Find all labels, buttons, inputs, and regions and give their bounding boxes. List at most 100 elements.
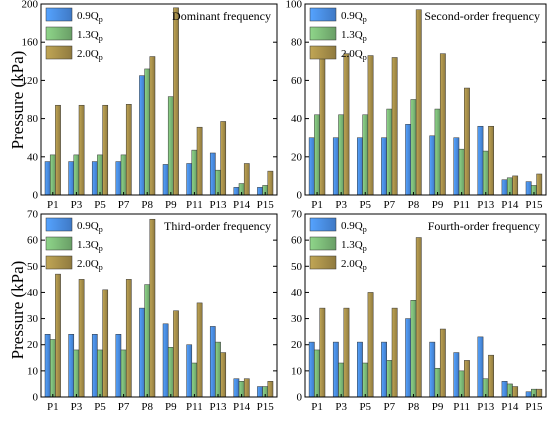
x-tick-label: P15 [525, 199, 543, 211]
legend-label: 0.9Qp [77, 10, 103, 24]
y-tick-label: 30 [27, 313, 39, 325]
x-tick-label: P14 [501, 199, 519, 211]
bar-p7-series-2 [386, 108, 393, 196]
x-tick-label: P3 [335, 401, 347, 413]
x-tick-label: P3 [71, 401, 83, 413]
bar-p13-series-3 [488, 354, 494, 398]
bar-p13-series-3 [220, 121, 227, 196]
legend-subscript: p [363, 263, 367, 272]
bar-p7-series-3 [391, 57, 398, 196]
y-tick-label: 100 [286, 0, 303, 11]
panel-1: 0 40 80 120 160 200 P1 P3 P5 P7 P8 P9 P11 P13 P14 P15 Do… [22, 0, 278, 211]
legend-label: 1.3Qp [341, 29, 367, 43]
bar-p11-series-3 [196, 126, 203, 196]
bar-p8-series-3 [415, 237, 422, 398]
bar-p8-series-2 [144, 284, 151, 398]
bar-p9-series-1 [429, 135, 436, 196]
legend-label: 1.3Qp [77, 29, 103, 43]
x-tick-label: P15 [257, 401, 275, 413]
bar-p15-series-1 [525, 181, 532, 196]
bar-p13-series-2 [215, 169, 221, 196]
bar-p14-series-1 [233, 378, 240, 398]
y-tick-label: 20 [291, 339, 303, 351]
x-tick-label: P11 [453, 199, 470, 211]
legend: 0.9Qp 1.3Qp 2.0Qp [309, 7, 367, 62]
panel-3: 0 10 20 30 40 50 60 70 P1 P3 P5 P7 P8 P9 P11 P13 P14 P15 T… [27, 209, 278, 413]
y-tick-label: 80 [291, 37, 303, 49]
bar-p3-series-2 [338, 114, 345, 196]
y-tick-label: 40 [27, 151, 39, 163]
y-tick-label: 50 [27, 261, 39, 273]
bar-p15-series-3 [536, 173, 543, 196]
bar-p13-series-1 [209, 326, 216, 398]
y-axis-label-bottom: Pressure (kPa) [8, 260, 27, 360]
bar-p1-series-1 [308, 341, 315, 398]
y-tick-label: 60 [291, 235, 303, 247]
y-tick-label: 0 [297, 190, 303, 202]
x-tick-label: P14 [501, 401, 519, 413]
bar-p8-series-1 [405, 318, 412, 398]
bar-p7-series-3 [391, 307, 398, 398]
legend-subscript: p [99, 15, 103, 24]
legend-subscript: p [99, 53, 103, 62]
x-tick-label: P13 [477, 401, 495, 413]
bar-p13-series-2 [482, 150, 489, 196]
bar-p5-series-1 [91, 334, 98, 398]
y-tick-label: 160 [22, 37, 39, 49]
bar-p9-series-1 [162, 164, 169, 196]
bar-p13-series-3 [488, 125, 494, 196]
bar-p13-series-1 [209, 152, 216, 196]
legend-label: 2.0Qp [77, 48, 103, 62]
bar-p14-series-3 [243, 378, 250, 398]
bar-p1-series-2 [49, 154, 56, 196]
x-tick-label: P7 [384, 199, 396, 211]
bar-p1-series-3 [55, 273, 61, 398]
x-tick-label: P9 [165, 401, 177, 413]
bar-p11-series-2 [458, 370, 465, 398]
legend-swatch [309, 255, 337, 270]
bar-p1-series-2 [314, 349, 320, 398]
legend-subscript: p [99, 244, 103, 253]
bar-p14-series-1 [501, 179, 508, 196]
bar-p9-series-2 [167, 347, 174, 398]
legend-swatch [45, 7, 73, 22]
x-tick-label: P5 [359, 199, 371, 211]
panel-title: Second-order frequency [424, 9, 540, 23]
panel-2: 0 20 40 60 80 100 P1 P3 P5 P7 P8 P9 P11 P13 P14 P15 Seco… [286, 0, 547, 211]
bar-p11-series-3 [464, 87, 470, 196]
legend-swatch [309, 217, 337, 232]
panel-4: 0 10 20 30 40 50 60 70 P1 P3 P5 P7 P8 P9 P11 P13 P14 P15 F… [291, 209, 547, 413]
y-tick-label: 70 [291, 209, 303, 221]
bar-p7-series-2 [120, 349, 127, 398]
legend-swatch [45, 45, 73, 60]
bar-p3-series-3 [78, 279, 85, 398]
bar-p8-series-2 [144, 68, 151, 196]
y-tick-label: 200 [22, 0, 39, 11]
bar-p15-series-1 [257, 187, 263, 196]
legend-swatch [309, 236, 337, 251]
x-tick-label: P13 [209, 401, 227, 413]
bar-p5-series-2 [362, 114, 369, 196]
legend-swatch [309, 45, 337, 60]
bar-p8-series-1 [405, 124, 412, 196]
legend-label: 0.9Qp [341, 220, 367, 234]
bar-p15-series-3 [267, 381, 274, 398]
legend-subscript: p [363, 244, 367, 253]
bar-p3-series-2 [338, 362, 345, 398]
y-tick-label: 60 [27, 235, 39, 247]
bar-p3-series-3 [343, 307, 350, 398]
legend-subscript: p [363, 34, 367, 43]
bar-p9-series-3 [439, 53, 446, 196]
legend-label: 2.0Qp [77, 258, 103, 272]
bar-p14-series-1 [233, 187, 240, 196]
legend: 0.9Qp 1.3Qp 2.0Qp [309, 217, 367, 272]
bar-p7-series-1 [115, 334, 122, 398]
y-tick-label: 60 [291, 75, 303, 87]
x-tick-label: P1 [311, 401, 323, 413]
bar-p13-series-1 [477, 125, 484, 196]
bar-p1-series-1 [308, 137, 315, 196]
bar-p3-series-3 [343, 53, 350, 196]
x-tick-label: P9 [432, 199, 444, 211]
bar-p14-series-1 [501, 381, 508, 398]
